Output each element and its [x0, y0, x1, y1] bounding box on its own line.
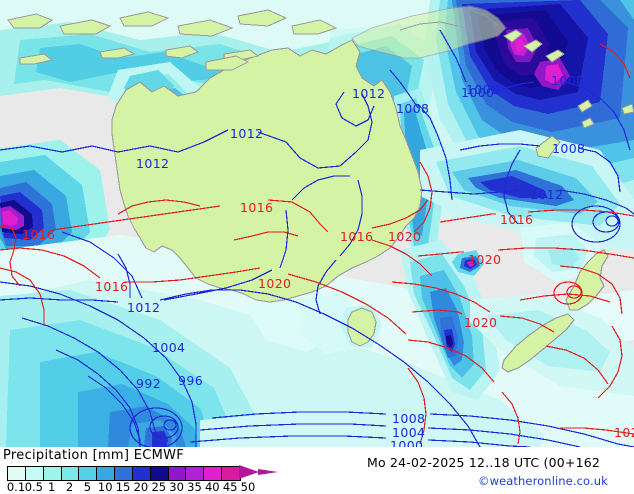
colorbar-swatch: [97, 467, 116, 480]
colorbar-tick: 50: [240, 480, 256, 494]
new-guinea: [351, 5, 507, 59]
isobar-label: 1020: [614, 425, 634, 440]
indonesia-islands: [7, 9, 338, 65]
isobar-label: 1012: [352, 86, 386, 101]
isobar-label: 1008: [551, 73, 585, 88]
colorbar-overflow-arrow-tip: [258, 469, 278, 475]
colorbar-tick-labels: 0.1 0.5 1 2 5 10 15 20 25 30 35 40 45 50: [0, 480, 330, 494]
isobar-label: 1016: [22, 227, 56, 242]
colorbar-tick: 25: [151, 480, 167, 494]
colorbar-tick: 5: [83, 480, 92, 494]
colorbar-tick: 20: [133, 480, 149, 494]
colorbar-tick: 35: [187, 480, 202, 494]
colorbar-wrap: [7, 466, 241, 481]
new-zealand-south-island: [501, 313, 575, 373]
low-pressure-isobars: [0, 29, 634, 447]
isobar-label: 1004: [152, 340, 186, 355]
precipitation-layer: [0, 0, 634, 447]
timor: [205, 55, 250, 71]
isobar-label: 1004: [392, 425, 426, 440]
colorbar-tick: 1: [48, 480, 56, 494]
solomon-islands: [503, 29, 565, 63]
isobar-label: 1020: [258, 276, 292, 291]
isobar-label: 1008: [466, 82, 500, 97]
isobar-label: 1000: [461, 85, 495, 100]
isobar-label: 992: [136, 376, 162, 391]
colorbar-swatch: [204, 467, 223, 480]
colorbar-overflow-arrow: [239, 465, 259, 479]
colorbar-tick: 2: [65, 480, 74, 494]
fiji: [621, 103, 634, 115]
colorbar-swatch: [150, 467, 169, 480]
isobar-label: 1008: [396, 101, 430, 116]
colorbar-swatch: [132, 467, 151, 480]
isobar-label: 1016: [95, 279, 129, 294]
colorbar-swatch: [115, 467, 133, 480]
legend-title: Precipitation [mm] ECMWF: [3, 448, 185, 463]
colorbar-swatch: [25, 467, 44, 480]
isobar-label: 1020: [388, 229, 422, 244]
colorbar-tick: 0.5: [24, 480, 43, 494]
australia-mainland: [111, 39, 423, 303]
colorbar-swatch: [43, 467, 62, 480]
colorbar-tick: 0.1: [6, 480, 26, 494]
precipitation-map[interactable]: 1012 1012 1012 1008 1008 1000 1008 1008 1012 1012…: [0, 0, 634, 447]
copyright-credit: ©weatheronline.co.uk: [478, 474, 608, 488]
isobar-label: 1012: [136, 156, 170, 171]
precipitation-colorbar[interactable]: [7, 466, 241, 481]
legend-bar: Precipitation [mm] ECMWF 0.1 0.5 1 2 5 10 15 20…: [0, 447, 634, 494]
isobar-label: 1016: [340, 229, 374, 244]
colorbar-tick: 40: [204, 480, 220, 494]
high-pressure-isobars: [0, 43, 634, 445]
tasmania: [347, 307, 377, 347]
colorbar-swatch: [168, 467, 187, 480]
isobar-label: 1016: [500, 212, 534, 227]
colorbar-swatch: [186, 467, 205, 480]
isobar-label: 1016: [240, 200, 274, 215]
isobar-label: 1020: [464, 315, 498, 330]
map-canvas: [0, 0, 634, 447]
colorbar-tick: 45: [222, 480, 238, 494]
coastline-layer: [399, 9, 499, 31]
colorbar-swatch: [8, 467, 26, 480]
isobar-label: 1012: [230, 126, 264, 141]
isobar-label: 1012: [127, 300, 161, 315]
colorbar-tick: 10: [97, 480, 113, 494]
colorbar-tick: 30: [169, 480, 184, 494]
land-layer: [7, 5, 634, 373]
colorbar-tick: 15: [115, 480, 131, 494]
isobar-label: 1012: [530, 187, 564, 202]
isobar-label: 1000: [390, 438, 424, 447]
isobar-label: 1020: [468, 252, 502, 267]
colorbar-swatch: [61, 467, 80, 480]
forecast-timestamp: Mo 24-02-2025 12..18 UTC (00+162: [367, 455, 601, 470]
vanuatu: [577, 99, 595, 129]
isobar-label: 1008: [552, 141, 586, 156]
isobar-label: 1008: [392, 411, 426, 426]
colorbar-swatch: [222, 467, 240, 480]
isobar-label: 996: [178, 373, 204, 388]
new-caledonia: [535, 135, 561, 159]
colorbar-swatch: [79, 467, 98, 480]
